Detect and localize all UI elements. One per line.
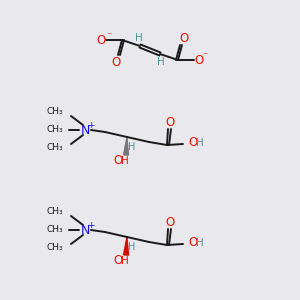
Text: O: O bbox=[188, 236, 197, 250]
Text: O: O bbox=[165, 116, 175, 128]
Text: H: H bbox=[157, 57, 165, 67]
Text: H: H bbox=[121, 156, 129, 166]
Text: CH₃: CH₃ bbox=[46, 107, 63, 116]
Text: H: H bbox=[121, 256, 129, 266]
Text: H: H bbox=[135, 33, 143, 43]
Text: CH₃: CH₃ bbox=[46, 143, 63, 152]
Text: CH₃: CH₃ bbox=[46, 226, 63, 235]
Text: O: O bbox=[111, 56, 121, 68]
Text: H: H bbox=[196, 238, 204, 248]
Text: ⁻: ⁻ bbox=[106, 31, 112, 41]
Text: O: O bbox=[188, 136, 197, 149]
Text: CH₃: CH₃ bbox=[46, 208, 63, 217]
Text: N: N bbox=[80, 224, 90, 236]
Text: H: H bbox=[196, 138, 204, 148]
Text: +: + bbox=[87, 121, 95, 130]
Text: CH₃: CH₃ bbox=[46, 125, 63, 134]
Polygon shape bbox=[124, 137, 128, 155]
Polygon shape bbox=[124, 237, 128, 255]
Text: H: H bbox=[128, 242, 136, 252]
Text: O: O bbox=[179, 32, 189, 44]
Text: O: O bbox=[113, 154, 123, 167]
Text: O: O bbox=[194, 53, 204, 67]
Text: N: N bbox=[80, 124, 90, 136]
Text: CH₃: CH₃ bbox=[46, 244, 63, 253]
Text: ⁻: ⁻ bbox=[202, 51, 208, 61]
Text: O: O bbox=[96, 34, 106, 46]
Text: H: H bbox=[128, 142, 136, 152]
Text: O: O bbox=[113, 254, 123, 268]
Text: O: O bbox=[165, 215, 175, 229]
Text: +: + bbox=[87, 220, 95, 230]
